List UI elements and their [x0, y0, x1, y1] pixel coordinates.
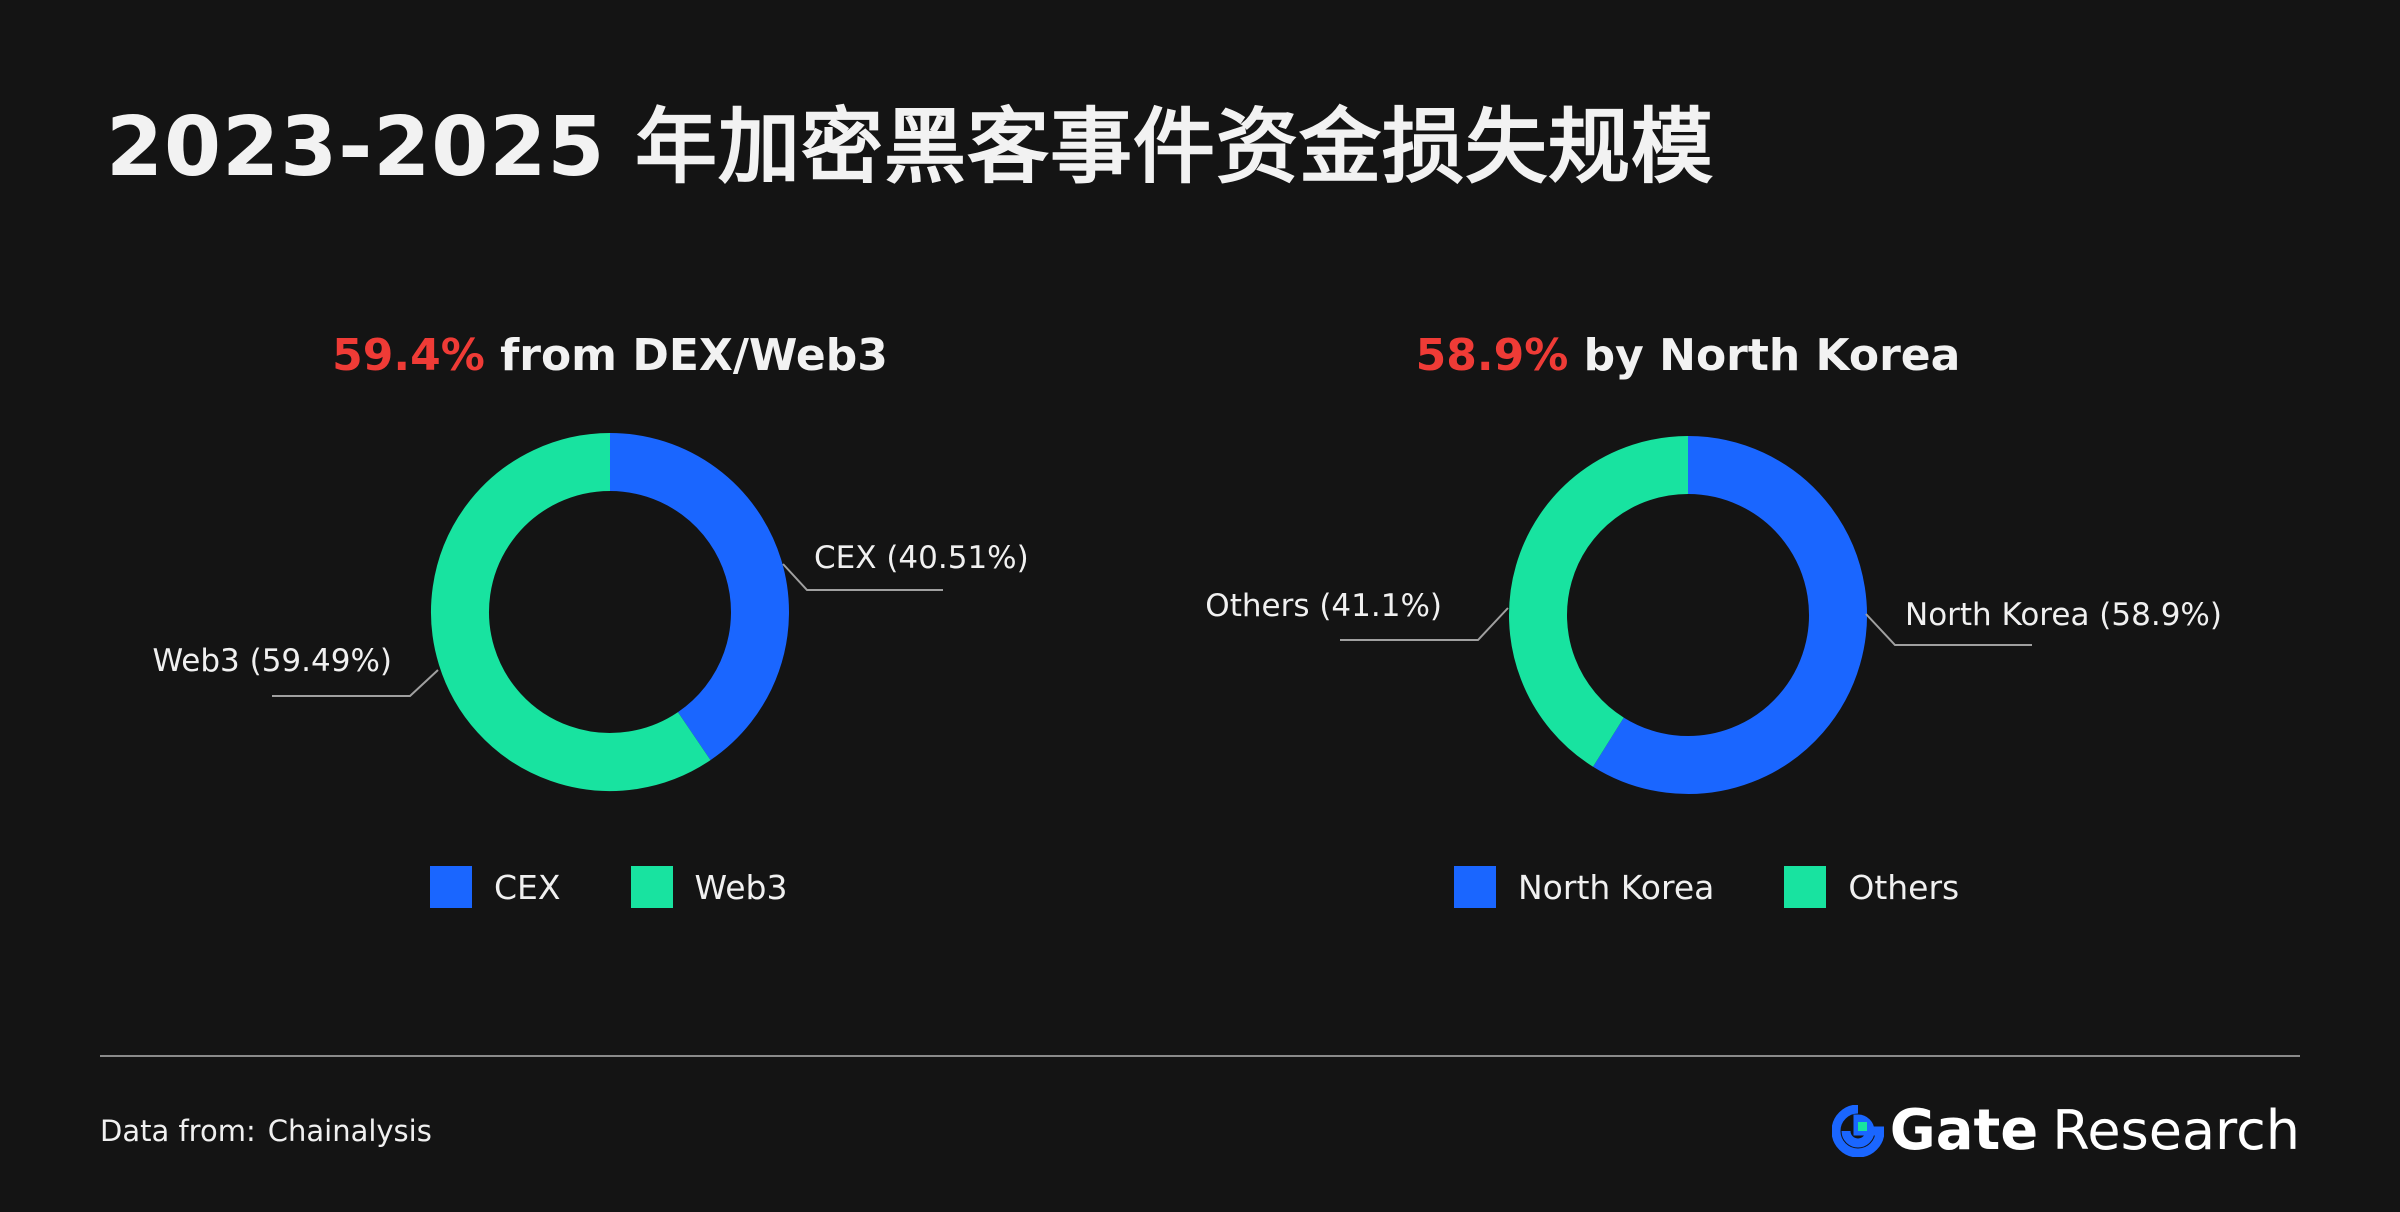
legend-swatch-north-korea [1454, 866, 1496, 908]
chart-2-data-label-1: North Korea (58.9%) [1905, 597, 2222, 633]
chart-1-data-label-2: Web3 (59.49%) [152, 643, 392, 679]
legend-item-others: Others [1784, 866, 1959, 908]
brand-name: Gate [1889, 1098, 2039, 1163]
brand-logo: Gate Research [1831, 1098, 2300, 1163]
chart-2-leader-line-2 [1340, 607, 1509, 641]
chart-1-data-label-1: CEX (40.51%) [814, 540, 1029, 576]
source-label: Data from: [100, 1114, 256, 1148]
footer-source: Data from: Chainalysis [100, 1114, 432, 1148]
chart-2-leader-line-1 [1865, 613, 2032, 646]
legend-swatch-web3 [630, 866, 673, 908]
chart-2-headline: 58.9% by North Korea [1238, 330, 2138, 381]
chart-1-headline: 59.4% from DEX/Web3 [160, 330, 1060, 381]
chart-2-legend: North Korea Others [1454, 866, 1959, 908]
chart-2-slice-others [1509, 436, 1689, 767]
chart-2-data-label-2: Others (41.1%) [1205, 588, 1442, 624]
legend-item-cex: CEX [430, 866, 561, 908]
legend-label-cex: CEX [494, 867, 561, 907]
legend-label-others: Others [1848, 867, 1960, 907]
source-value: Chainalysis [267, 1114, 432, 1148]
chart-1-leader-line-2 [272, 669, 439, 697]
chart-1-headline-value: 59.4% [332, 330, 485, 381]
gate-logo-icon [1831, 1104, 1884, 1157]
chart-2-headline-value: 58.9% [1415, 330, 1569, 381]
chart-2-slice-north-korea [1593, 436, 1867, 794]
brand-sub: Research [2052, 1099, 2300, 1162]
legend-label-north-korea: North Korea [1518, 867, 1715, 907]
chart-1-slice-web3 [431, 433, 711, 791]
chart-2-headline-text: by North Korea [1568, 330, 1961, 381]
chart-1-leader-line-1 [782, 563, 943, 591]
chart-1-slice-cex [609, 433, 789, 761]
legend-swatch-cex [430, 866, 472, 908]
footer-divider [100, 1055, 2300, 1057]
chart-1-headline-text: from DEX/Web3 [484, 330, 888, 381]
legend-label-web3: Web3 [694, 867, 788, 907]
legend-swatch-others [1784, 866, 1827, 908]
chart-1-legend: CEX Web3 [430, 866, 787, 908]
legend-item-north-korea: North Korea [1454, 866, 1714, 908]
legend-item-web3: Web3 [630, 866, 788, 908]
page-title: 2023-2025 年加密黑客事件资金损失规模 [106, 100, 1715, 195]
